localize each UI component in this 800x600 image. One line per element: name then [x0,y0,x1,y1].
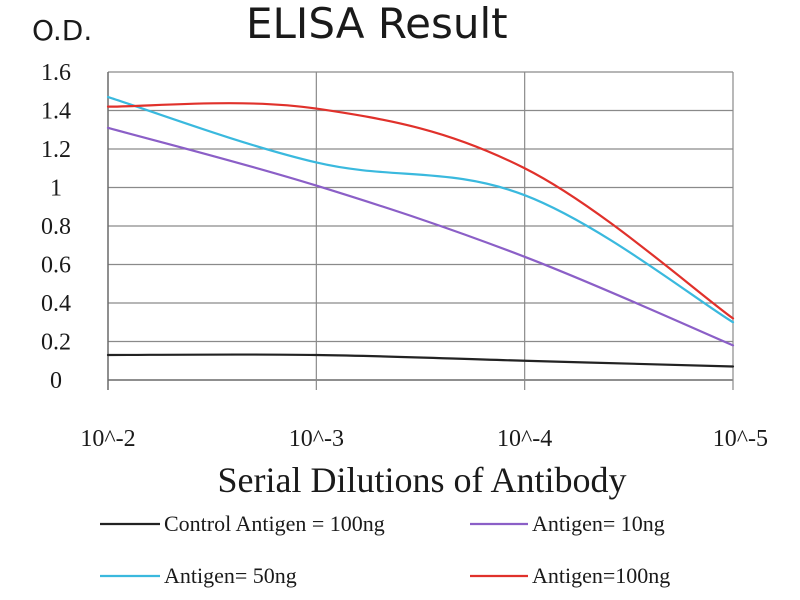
x-axis-label: Serial Dilutions of Antibody [218,460,627,500]
x-tick-label: 10^-2 [80,426,135,452]
y-axis-label: O.D. [32,14,92,47]
legend-label: Antigen= 10ng [532,511,665,536]
series-line-1 [106,126,735,347]
legend-label: Antigen=100ng [532,563,670,588]
series-line-0 [106,353,735,368]
y-tick-label: 0.8 [41,214,71,240]
legend-label: Antigen= 50ng [164,563,297,588]
legend-item: Antigen= 10ng [470,511,665,536]
y-tick-label: 0.2 [41,330,71,356]
series-line-2 [106,95,735,324]
y-tick-label: 1.6 [41,60,71,86]
legend: Control Antigen = 100ng Antigen= 10ng Anti… [100,511,670,588]
y-tick-label: 0.6 [41,253,71,279]
series-line-3 [106,102,735,320]
x-tick-label: 10^-5 [713,426,768,452]
legend-item: Antigen=100ng [470,563,670,588]
y-tick-label: 0.4 [41,291,71,317]
series-lines [106,95,735,368]
y-tick-label: 0 [50,368,62,394]
grid [107,71,734,390]
y-tick-labels: 0 0.2 0.4 0.6 0.8 1 1.2 1.4 1.6 [41,60,71,394]
x-tick-labels: 10^-2 10^-3 10^-4 10^-5 [80,426,768,452]
chart-title: ELISA Result [246,0,508,48]
x-tick-label: 10^-3 [289,426,344,452]
legend-label: Control Antigen = 100ng [164,511,385,536]
legend-item: Antigen= 50ng [100,563,297,588]
x-tick-label: 10^-4 [497,426,552,452]
y-tick-label: 1.2 [41,137,71,163]
y-tick-label: 1.4 [41,99,71,125]
legend-item: Control Antigen = 100ng [100,511,385,536]
y-tick-label: 1 [50,176,62,202]
